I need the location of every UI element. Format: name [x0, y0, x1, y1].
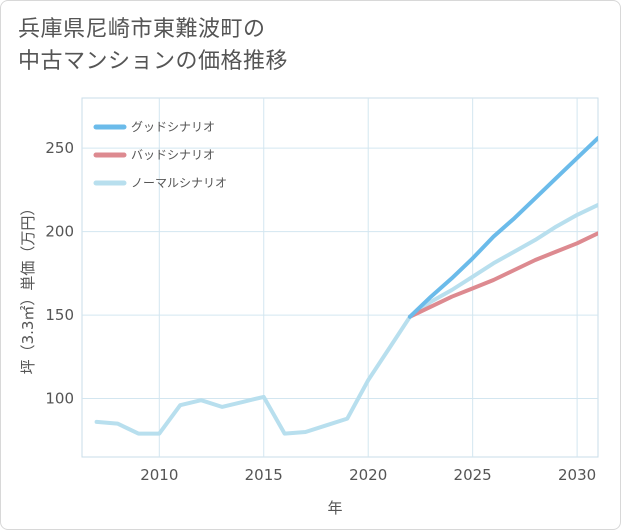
legend-label-1: バッドシナリオ: [131, 148, 215, 162]
plot-frame: [81, 97, 599, 458]
x-tick-label-2030: 2030: [558, 466, 596, 484]
x-tick-label-2025: 2025: [454, 466, 492, 484]
plot-area: [81, 97, 599, 458]
series-line-2: [94, 202, 598, 436]
y-tick-label-200: 200: [45, 223, 74, 241]
x-tick-label-2015: 2015: [245, 466, 283, 484]
series-line-1: [408, 231, 598, 319]
y-tick-label-250: 250: [45, 139, 74, 157]
y-tick-label-150: 150: [45, 306, 74, 324]
chart-title-line2: 中古マンションの価格推移: [18, 49, 289, 74]
series-layer: [94, 136, 598, 436]
chart-title-line1: 兵庫県尼崎市東難波町の: [18, 17, 266, 42]
tick-labels: 2010 2015 2020 2025 2030 100 150 200 250: [45, 139, 596, 484]
legend-label-2: ノーマルシナリオ: [131, 176, 227, 190]
legend-label-0: グッドシナリオ: [131, 120, 215, 134]
x-tick-label-2020: 2020: [349, 466, 387, 484]
x-tick-label-2010: 2010: [140, 466, 178, 484]
series-line-0: [408, 136, 598, 319]
y-axis-title: 坪（3.3㎡）単価（万円）: [19, 201, 37, 375]
x-axis-title: 年: [327, 499, 342, 517]
chart-title: 兵庫県尼崎市東難波町の 中古マンションの価格推移: [18, 14, 288, 78]
y-tick-label-100: 100: [45, 390, 74, 408]
